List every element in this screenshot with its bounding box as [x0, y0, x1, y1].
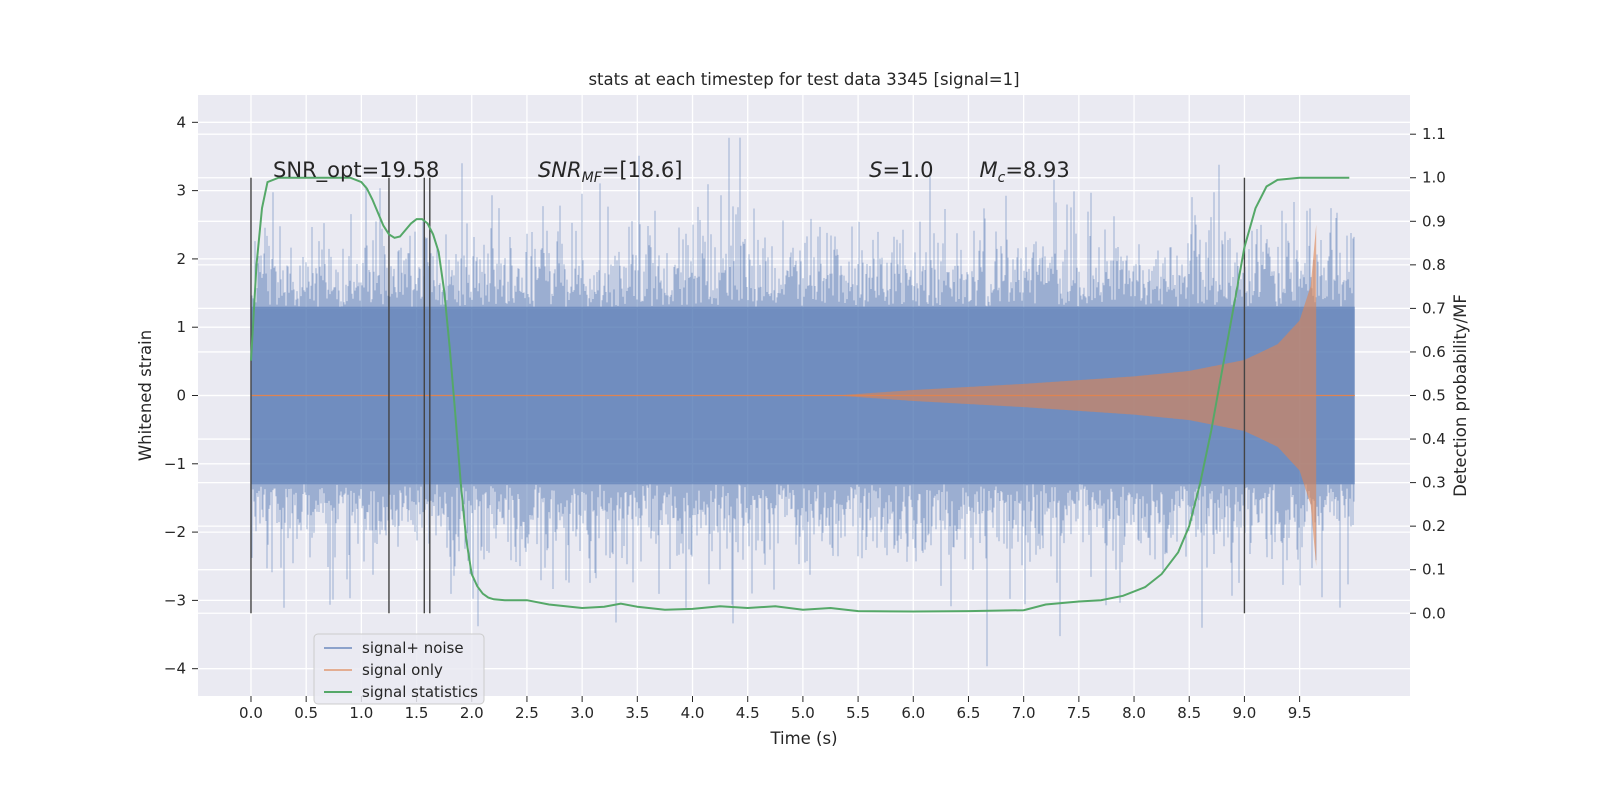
- y2-tick-label: 0.1: [1422, 561, 1446, 579]
- x-tick-label: 4.0: [681, 704, 705, 722]
- axes-layer: 0.0 0.5 1.0 1.5 2.0 2.5 3.0 3.5 4.0 4.5 5.0 5.5 6.0 6…: [164, 113, 1446, 722]
- annotation-text: S=1.0: [869, 158, 933, 182]
- annotation-text: SNR_opt=19.58: [273, 158, 439, 183]
- y2-tick-label: 0.2: [1422, 517, 1446, 535]
- y2-tick-label: 0.5: [1422, 387, 1446, 405]
- x-tick-label: 1.0: [349, 704, 373, 722]
- y-tick-label: −3: [164, 591, 186, 609]
- annotation-text: Mc=8.93: [980, 158, 1070, 186]
- legend: signal+ noise signal only signal statistic…: [313, 633, 485, 705]
- y-tick-label: 3: [176, 182, 186, 200]
- y-tick-label: −4: [164, 660, 186, 678]
- x-tick-label: 2.5: [515, 704, 539, 722]
- legend-box: [313, 633, 485, 705]
- legend-label: signal only: [362, 661, 443, 679]
- statistics-line: [250, 176, 1350, 613]
- y-tick-label: −1: [164, 455, 186, 473]
- x-tick-label: 9.0: [1232, 704, 1256, 722]
- annotation-text: SNRMF=[18.6]: [538, 158, 683, 186]
- y2-tick-label: 1.1: [1422, 125, 1446, 143]
- series-signal-only: [250, 224, 1355, 567]
- y2-axis-label: Detection probability/MF: [1451, 294, 1470, 497]
- x-tick-label: 9.5: [1288, 704, 1312, 722]
- x-tick-label: 6.5: [957, 704, 981, 722]
- y2-tick-label: 0.7: [1422, 299, 1446, 317]
- chart-title: stats at each timestep for test data 334…: [588, 70, 1019, 89]
- x-axis-label: Time (s): [769, 729, 837, 748]
- x-tick-label: 4.5: [736, 704, 760, 722]
- legend-label: signal+ noise: [362, 639, 464, 657]
- x-tick-label: 0.0: [239, 704, 263, 722]
- x-tick-label: 8.0: [1122, 704, 1146, 722]
- x-tick-label: 5.0: [791, 704, 815, 722]
- series-signal-statistics: [250, 176, 1350, 613]
- y2-tick-label: 0.6: [1422, 343, 1446, 361]
- x-tick-label: 7.0: [1012, 704, 1036, 722]
- x-tick-label: 6.0: [901, 704, 925, 722]
- y2-tick-label: 0.8: [1422, 256, 1446, 274]
- y2-tick-label: 0.4: [1422, 430, 1446, 448]
- legend-label: signal statistics: [362, 683, 478, 701]
- x-tick-label: 0.5: [294, 704, 318, 722]
- y-tick-label: 4: [176, 113, 186, 131]
- annotations-layer: SNR_opt=19.58 SNRMF=[18.6] S=1.0 Mc=8.93: [273, 158, 1070, 186]
- y2-tick-label: 1.0: [1422, 169, 1446, 187]
- x-tick-label: 2.0: [460, 704, 484, 722]
- x-tick-label: 3.5: [625, 704, 649, 722]
- y2-tick-label: 0.9: [1422, 212, 1446, 230]
- y2-tick-label: 0.0: [1422, 604, 1446, 622]
- y-tick-label: −2: [164, 523, 186, 541]
- y-axis-label: Whitened strain: [136, 330, 155, 461]
- x-tick-label: 7.5: [1067, 704, 1091, 722]
- x-tick-label: 1.5: [405, 704, 429, 722]
- y-tick-label: 2: [176, 250, 186, 268]
- x-tick-label: 8.5: [1177, 704, 1201, 722]
- y-tick-label: 1: [176, 318, 186, 336]
- x-tick-label: 3.0: [570, 704, 594, 722]
- y2-tick-label: 0.3: [1422, 474, 1446, 492]
- x-tick-label: 5.5: [846, 704, 870, 722]
- y-tick-label: 0: [176, 387, 186, 405]
